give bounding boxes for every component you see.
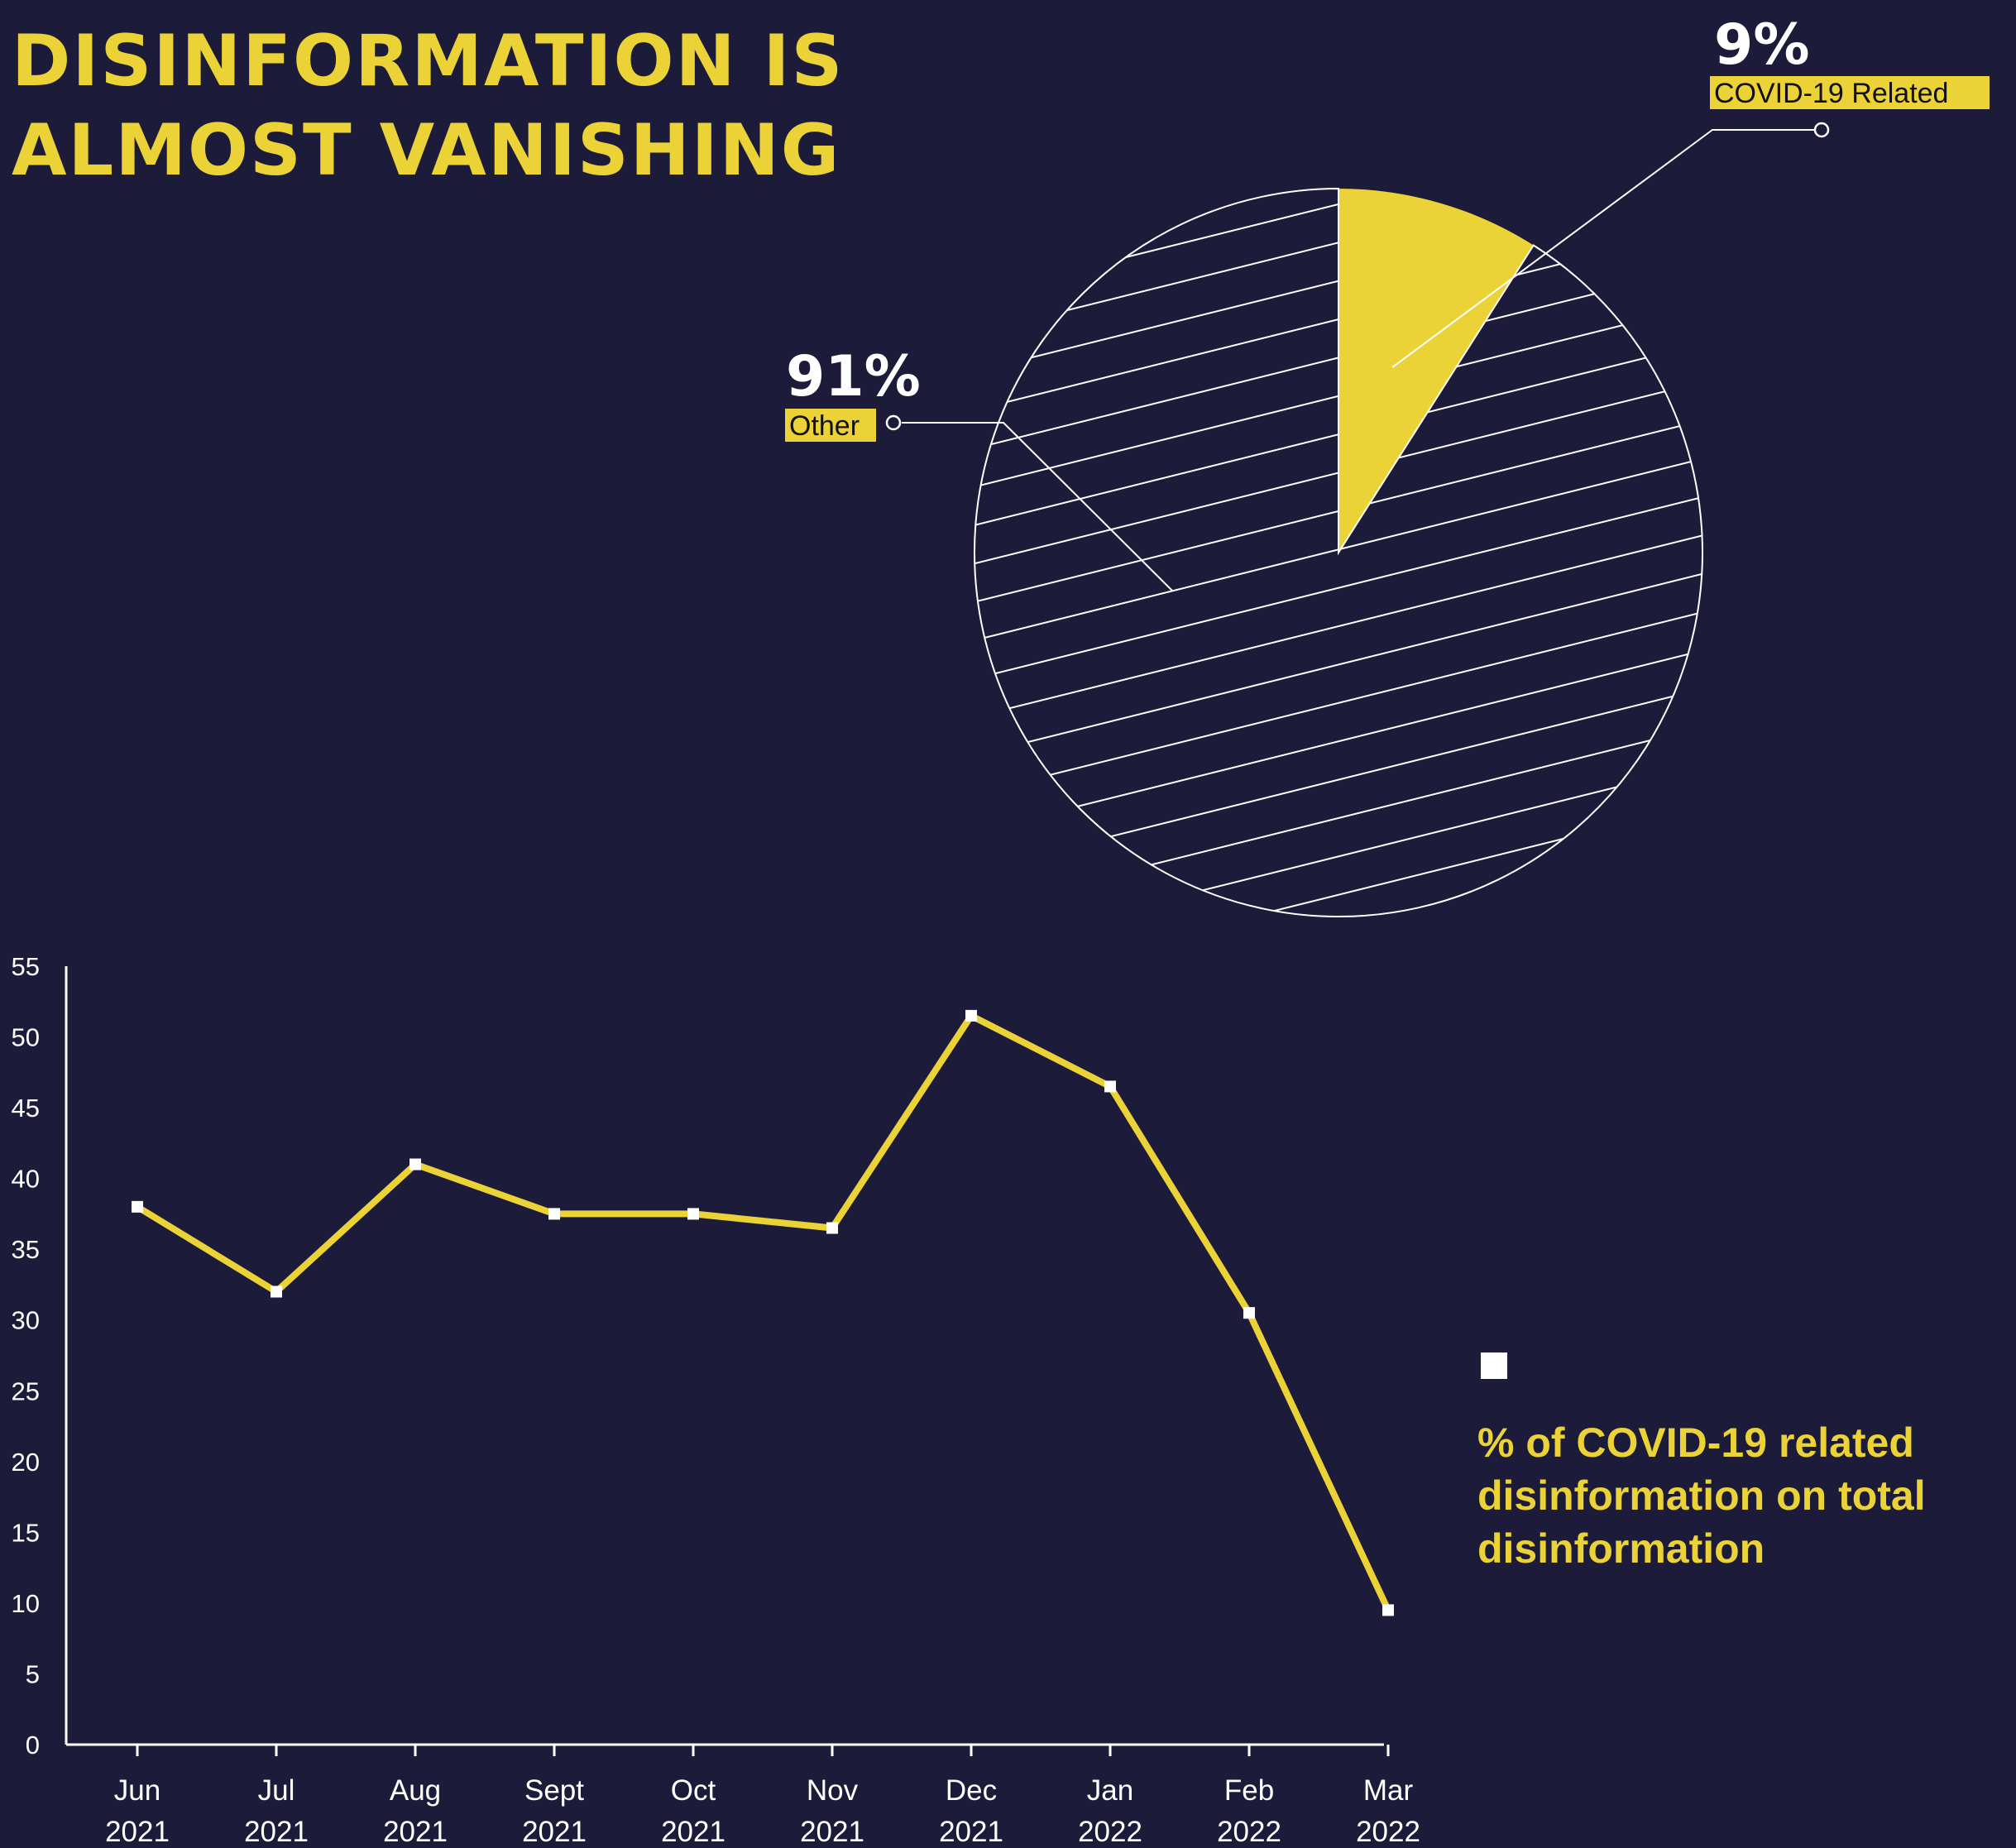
x-tick-label-month: Feb bbox=[1224, 1774, 1274, 1807]
other-label-bg bbox=[785, 409, 876, 442]
y-tick-label: 45 bbox=[12, 1094, 40, 1123]
covid-label-bg bbox=[1710, 76, 1990, 109]
y-tick-label: 50 bbox=[12, 1023, 40, 1052]
page-title: Disinformation is almost vanishing bbox=[12, 17, 922, 195]
covid-pct-label: 9% bbox=[1714, 12, 1809, 78]
series-line bbox=[135, 1012, 1391, 1612]
y-tick-label: 55 bbox=[12, 952, 40, 981]
data-point bbox=[409, 1158, 421, 1171]
legend-swatch bbox=[1481, 1352, 1507, 1379]
x-tick-label-month: Jan bbox=[1087, 1774, 1133, 1807]
y-tick-label: 30 bbox=[12, 1306, 40, 1335]
other-leader-line bbox=[902, 422, 1173, 591]
x-tick-label-year: 2021 bbox=[522, 1816, 587, 1848]
pie-slice-other bbox=[974, 187, 1703, 917]
line-chart: 0 5 10 15 20 25 30 35 40 45 50 55 Jun 2021 Jul 2021 Aug 2… bbox=[12, 952, 1420, 1848]
title-line-2: almost vanishing bbox=[12, 109, 841, 192]
data-point bbox=[548, 1208, 560, 1220]
x-tick-label-month: Jul bbox=[258, 1774, 295, 1807]
x-tick-label-month: Mar bbox=[1363, 1774, 1414, 1807]
x-tick-label-year: 2022 bbox=[1217, 1816, 1281, 1848]
data-point bbox=[132, 1200, 143, 1213]
x-tick-label-month: Sept bbox=[524, 1774, 584, 1807]
covid-leader-line bbox=[1391, 129, 1820, 368]
pie-callouts: 9%COVID-19 Related 91%Other bbox=[785, 12, 1990, 591]
title-line-1: Disinformation is bbox=[12, 20, 845, 103]
x-tick-label-year: 2022 bbox=[1078, 1816, 1142, 1848]
x-tick-label-year: 2021 bbox=[661, 1816, 725, 1848]
y-tick-label: 15 bbox=[12, 1518, 40, 1547]
other-label: Other bbox=[789, 410, 860, 442]
legend-label: % of COVID-19 related disinformation on … bbox=[1477, 1420, 1926, 1572]
y-tick-label: 5 bbox=[26, 1659, 40, 1688]
other-pct-label: 91% bbox=[786, 344, 921, 409]
y-tick-label: 0 bbox=[26, 1731, 40, 1759]
data-point bbox=[1243, 1307, 1255, 1319]
x-tick-label-year: 2022 bbox=[1356, 1816, 1420, 1848]
data-point bbox=[965, 1009, 977, 1022]
x-tick-label-month: Dec bbox=[946, 1774, 997, 1807]
data-point bbox=[826, 1222, 838, 1234]
x-tick-label-month: Oct bbox=[671, 1774, 716, 1807]
other-leader-dot bbox=[885, 414, 902, 431]
data-point bbox=[1382, 1604, 1394, 1616]
x-tick-label-year: 2021 bbox=[383, 1816, 448, 1848]
y-tick-label: 10 bbox=[12, 1589, 40, 1618]
x-tick-label-month: Aug bbox=[390, 1774, 441, 1807]
covid-label: COVID-19 Related bbox=[1714, 78, 1948, 109]
y-tick-label: 35 bbox=[12, 1235, 40, 1264]
data-point bbox=[687, 1208, 699, 1220]
pie-slice-covid bbox=[1338, 189, 1534, 553]
y-tick-label: 20 bbox=[12, 1448, 40, 1477]
data-point bbox=[1104, 1080, 1116, 1093]
y-tick-label: 25 bbox=[12, 1376, 40, 1405]
x-tick-label-year: 2021 bbox=[244, 1816, 309, 1848]
covid-leader-dot bbox=[1813, 122, 1830, 138]
x-tick-label-year: 2021 bbox=[800, 1816, 864, 1848]
y-tick-label: 40 bbox=[12, 1165, 40, 1194]
data-point bbox=[271, 1285, 282, 1298]
x-tick-label-year: 2021 bbox=[105, 1816, 170, 1848]
x-tick-label-month: Nov bbox=[807, 1774, 859, 1807]
x-tick-label-month: Jun bbox=[114, 1774, 160, 1807]
pie-chart bbox=[974, 187, 1703, 917]
x-tick-label-year: 2021 bbox=[939, 1816, 1003, 1848]
